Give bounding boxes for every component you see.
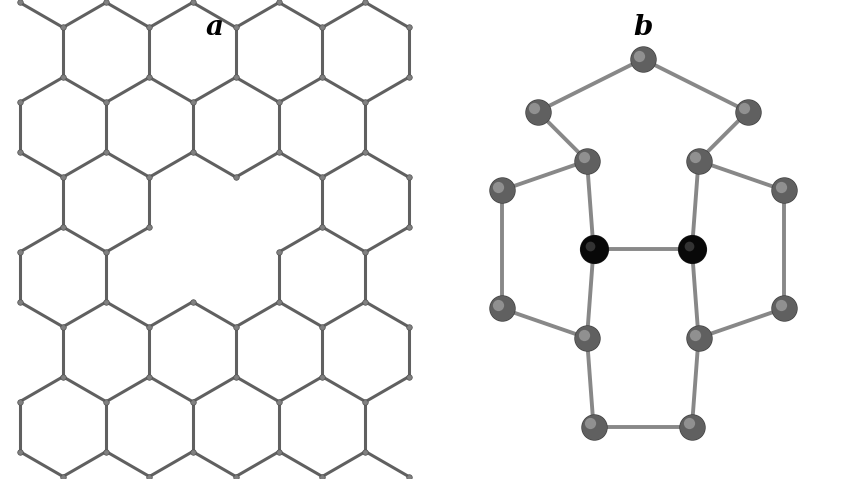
Text: b: b [633,14,652,41]
Text: a: a [205,14,224,41]
